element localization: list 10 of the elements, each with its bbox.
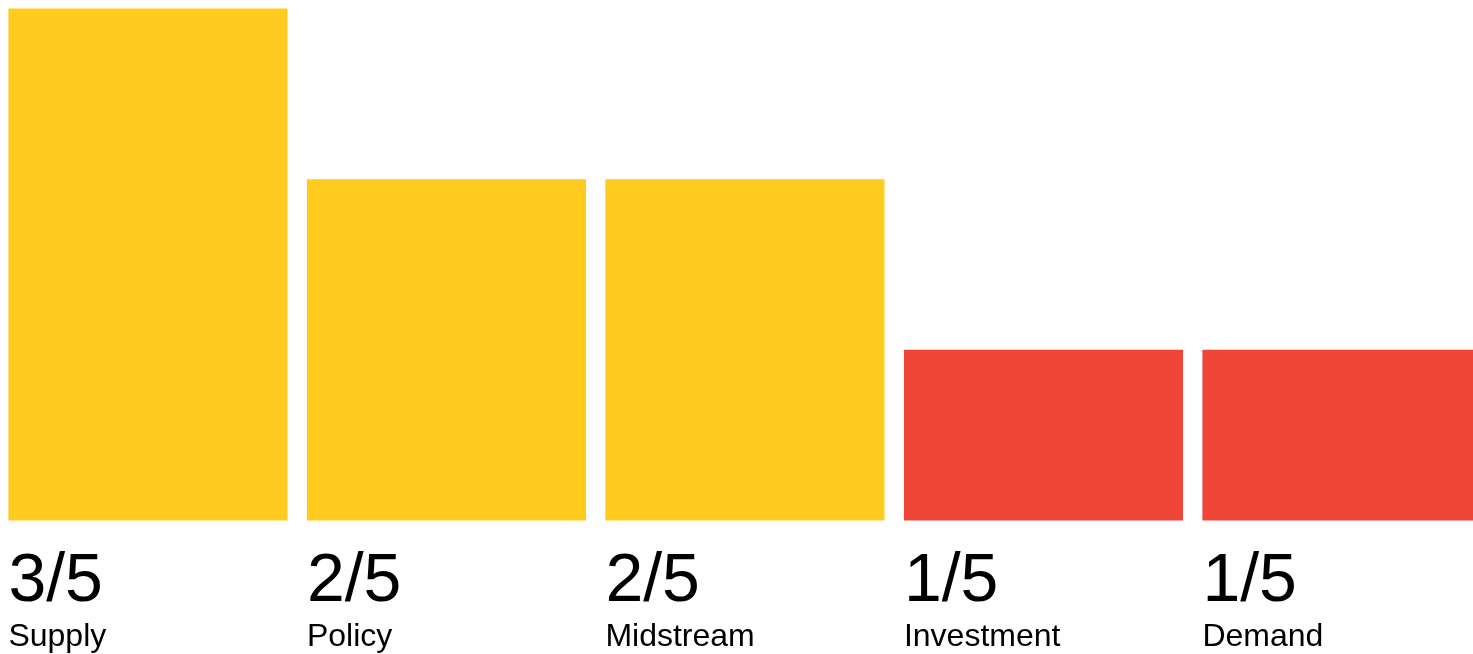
x-tick-label: Investment (903, 616, 1061, 653)
data-label: 3/5 (8, 538, 103, 615)
data-label: 1/5 (903, 538, 999, 615)
x-tick-label: Demand (1202, 616, 1324, 653)
x-tick-label: Policy (306, 616, 393, 653)
x-tick-label: Midstream (605, 616, 755, 653)
data-label: 2/5 (306, 538, 402, 615)
data-label: 2/5 (605, 538, 700, 615)
data-label: 1/5 (1202, 538, 1297, 615)
x-tick-label: Supply (8, 616, 107, 653)
